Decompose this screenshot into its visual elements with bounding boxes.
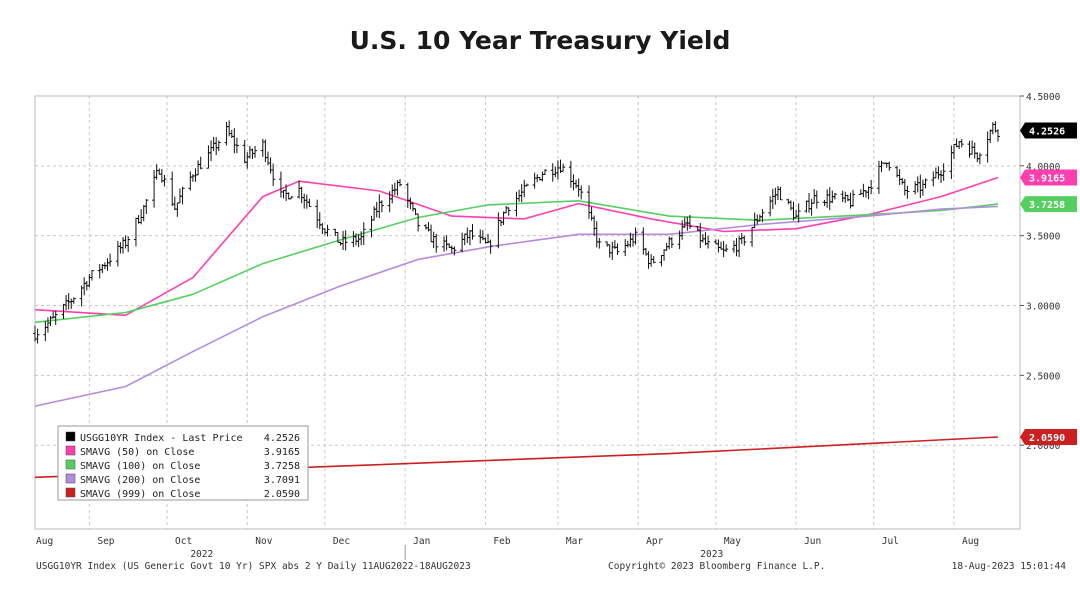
y-tick-label: 3.0000: [1026, 302, 1061, 313]
x-tick-label: Mar: [566, 536, 583, 547]
x-tick-label: Dec: [333, 536, 350, 547]
footer-timestamp: 18-Aug-2023 15:01:44: [951, 561, 1066, 572]
x-axis: Aug Sep Oct Nov Dec Jan Feb Mar Apr May Jun Jul Aug 2…: [36, 536, 979, 560]
series-line: [34, 205, 999, 407]
last-value-labels: 4.2526 3.9165 3.7258 2.0590: [1020, 122, 1077, 445]
legend-swatch: [65, 473, 76, 484]
last-value-text: 3.7258: [1029, 200, 1065, 211]
legend-value: 3.7091: [264, 475, 300, 486]
year-label-2022: 2022: [190, 549, 213, 560]
legend: USGG10YR Index - Last Price 4.2526 SMAVG (…: [57, 425, 309, 501]
x-tick-label: Jun: [804, 536, 821, 547]
x-tick-label: Feb: [493, 536, 510, 547]
legend-value: 3.7258: [264, 461, 300, 472]
y-tick-label: 2.0000: [1026, 441, 1061, 452]
plot-border: [34, 95, 1021, 530]
legend-swatch: [65, 445, 76, 456]
x-tick-label: Jan: [413, 536, 430, 547]
last-value-tag: [1020, 169, 1077, 186]
last-value-tag: [1020, 196, 1077, 213]
y-axis: 4.5000 4.0000 3.5000 3.0000 2.5000 2.0000: [1020, 92, 1061, 452]
legend-label: SMAVG (999) on Close: [80, 489, 200, 500]
legend-box: [57, 425, 309, 501]
last-value-tag: [1020, 122, 1077, 139]
legend-value: 2.0590: [264, 489, 300, 500]
plot-frame: [34, 95, 1021, 530]
y-tick-label: 4.5000: [1026, 92, 1061, 103]
year-label-2023: 2023: [700, 549, 723, 560]
price-bars: [33, 120, 1000, 344]
x-tick-label: Sep: [97, 536, 114, 547]
last-value-text: 4.2526: [1029, 127, 1065, 138]
x-tick-label: Aug: [962, 536, 979, 547]
y-tick-label: 3.5000: [1026, 232, 1061, 243]
x-tick-label: Apr: [646, 536, 663, 547]
x-tick-label: Nov: [255, 536, 272, 547]
legend-swatch: [65, 459, 76, 470]
x-tick-label: May: [724, 536, 741, 547]
last-value-text: 2.0590: [1029, 433, 1065, 444]
legend-label: USGG10YR Index - Last Price: [80, 433, 243, 444]
last-value-text: 3.9165: [1029, 174, 1065, 185]
legend-label: SMAVG (50) on Close: [80, 447, 194, 458]
chart-title: U.S. 10 Year Treasury Yield: [349, 26, 731, 55]
x-tick-label: Oct: [175, 536, 192, 547]
legend-label: SMAVG (200) on Close: [80, 475, 200, 486]
footer-source: USGG10YR Index (US Generic Govt 10 Yr) S…: [36, 561, 471, 572]
y-tick-label: 2.5000: [1026, 371, 1061, 382]
legend-value: 4.2526: [264, 433, 300, 444]
last-value-tag: [1020, 428, 1077, 445]
footer-copyright: Copyright© 2023 Bloomberg Finance L.P.: [608, 561, 826, 572]
series-line: [34, 200, 999, 324]
x-tick-label: Jul: [882, 536, 899, 547]
series-line: [34, 176, 999, 317]
legend-label: SMAVG (100) on Close: [80, 461, 200, 472]
y-tick-label: 4.0000: [1026, 162, 1061, 173]
legend-value: 3.9165: [264, 447, 300, 458]
x-tick-label: Aug: [36, 536, 53, 547]
legend-swatch: [65, 431, 76, 442]
legend-swatch: [65, 487, 76, 498]
